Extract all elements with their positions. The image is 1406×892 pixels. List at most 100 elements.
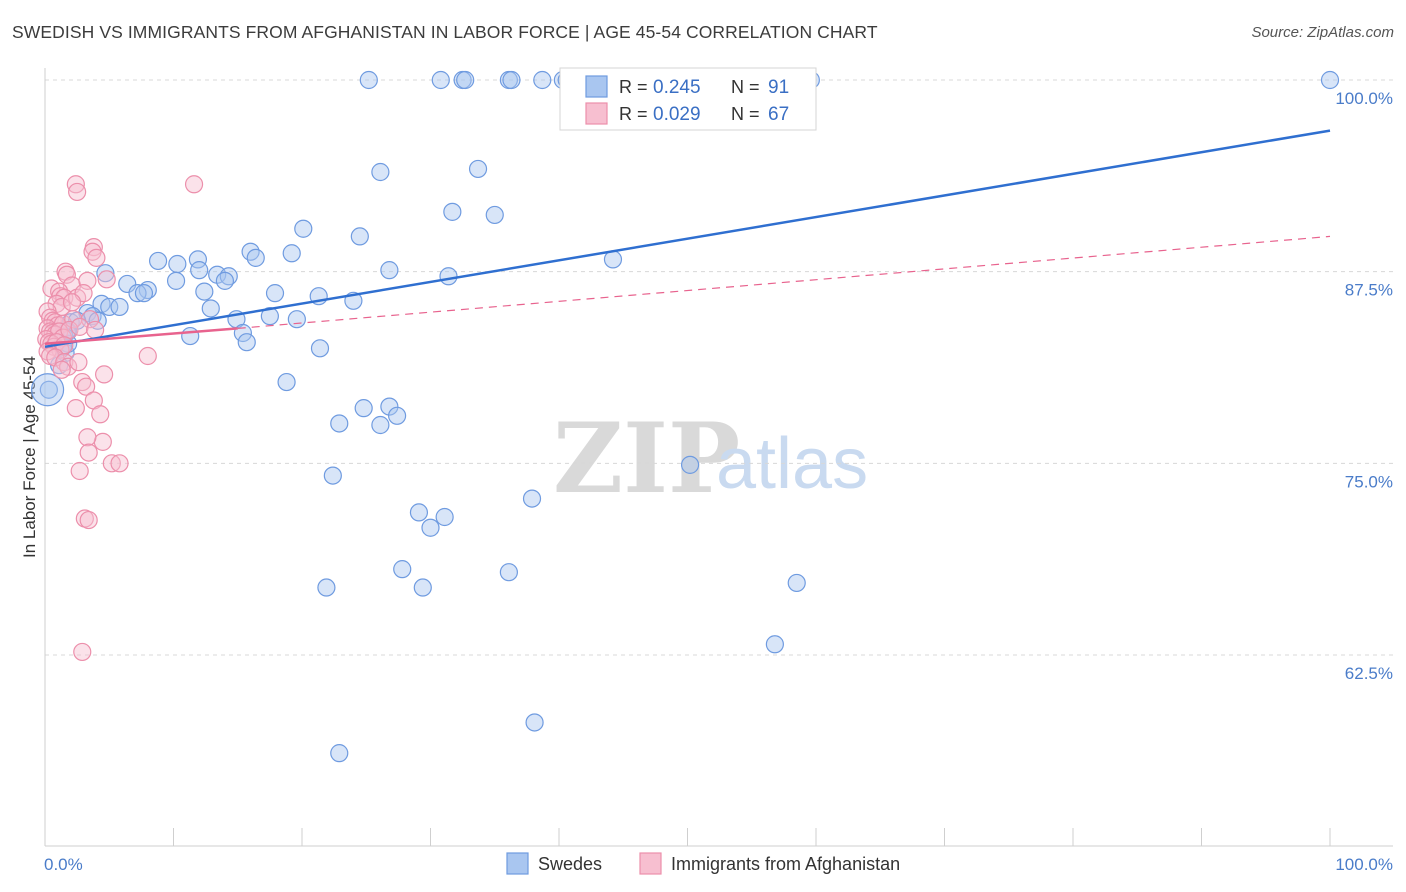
legend-swatch-afghanistan bbox=[585, 102, 608, 125]
bottom-legend-swatch-afghanistan bbox=[639, 852, 662, 875]
data-point bbox=[350, 227, 369, 246]
data-point bbox=[525, 713, 544, 732]
trend-line-afghanistan bbox=[44, 327, 238, 345]
trend-line-afghanistan-extension bbox=[237, 235, 1331, 329]
legend-r-value-swedes: 0.245 bbox=[653, 77, 701, 98]
data-point bbox=[66, 399, 85, 418]
data-point bbox=[354, 399, 373, 418]
data-point bbox=[294, 219, 313, 238]
data-point bbox=[1320, 70, 1340, 90]
data-point bbox=[166, 271, 186, 290]
data-point bbox=[522, 489, 542, 508]
data-point bbox=[330, 744, 349, 763]
data-point bbox=[246, 248, 265, 267]
data-point bbox=[78, 428, 97, 447]
data-point bbox=[323, 466, 342, 485]
data-point bbox=[70, 317, 89, 336]
data-point bbox=[277, 372, 296, 392]
data-point bbox=[287, 310, 306, 329]
bottom-legend-swatch-swedes bbox=[506, 852, 529, 875]
data-point bbox=[39, 380, 58, 399]
gridlines bbox=[45, 79, 1393, 656]
data-point bbox=[468, 159, 488, 179]
trend-lines bbox=[44, 129, 1331, 349]
watermark-zip: ZIP bbox=[553, 402, 740, 515]
data-point bbox=[190, 261, 209, 280]
data-point bbox=[380, 261, 399, 280]
data-point bbox=[79, 443, 98, 462]
data-point bbox=[77, 377, 96, 396]
data-point bbox=[393, 560, 412, 579]
data-point bbox=[134, 284, 154, 303]
data-point bbox=[237, 333, 256, 352]
data-point bbox=[62, 293, 82, 312]
data-point bbox=[80, 310, 100, 329]
data-point bbox=[765, 635, 784, 654]
data-point bbox=[68, 182, 87, 202]
legend-r-label-swedes: R = bbox=[619, 77, 648, 97]
legend-box: R = 0.245 N = 91 R = 0.029 N = 67 bbox=[559, 67, 817, 131]
bottom-legend-label-afghanistan: Immigrants from Afghanistan bbox=[671, 854, 900, 874]
data-point bbox=[215, 271, 234, 290]
data-point bbox=[95, 365, 114, 384]
data-point bbox=[79, 510, 98, 530]
data-point bbox=[69, 353, 88, 372]
data-point bbox=[168, 254, 187, 274]
legend-n-value-swedes: 91 bbox=[768, 77, 789, 98]
data-point bbox=[380, 397, 399, 416]
chart-title: SWEDISH VS IMMIGRANTS FROM AFGHANISTAN I… bbox=[12, 22, 878, 42]
legend-n-value-afghanistan: 67 bbox=[768, 104, 789, 125]
data-point bbox=[181, 326, 200, 346]
data-point bbox=[485, 205, 504, 225]
data-point bbox=[680, 455, 700, 474]
data-point bbox=[409, 503, 429, 522]
data-point bbox=[110, 297, 129, 317]
data-point bbox=[310, 339, 330, 358]
data-point bbox=[52, 360, 71, 379]
data-point bbox=[533, 70, 552, 90]
bottom-legend-label-swedes: Swedes bbox=[538, 854, 602, 874]
data-point bbox=[439, 267, 458, 286]
data-point bbox=[443, 202, 462, 221]
data-point bbox=[456, 70, 475, 90]
data-point bbox=[330, 414, 349, 433]
data-point bbox=[96, 264, 115, 283]
data-point bbox=[138, 346, 157, 366]
x-ticks bbox=[44, 828, 1331, 846]
data-point bbox=[787, 573, 806, 593]
data-point bbox=[195, 282, 214, 301]
data-point bbox=[184, 175, 204, 194]
source-credit: Source: ZipAtlas.com bbox=[1251, 24, 1394, 41]
data-point bbox=[93, 432, 112, 451]
data-point bbox=[148, 251, 168, 271]
series-afghanistan-points bbox=[37, 175, 204, 662]
y-axis-label: In Labor Force | Age 45-54 bbox=[20, 356, 39, 558]
data-point bbox=[265, 284, 285, 303]
y-tick-label: 62.5% bbox=[1345, 664, 1393, 683]
legend-n-label-swedes: N = bbox=[731, 77, 760, 97]
data-point bbox=[413, 578, 432, 597]
data-point bbox=[421, 518, 440, 537]
y-tick-labels: 62.5% 75.0% 87.5% 100.0% bbox=[1335, 89, 1393, 683]
data-point bbox=[86, 320, 105, 340]
y-tick-label: 75.0% bbox=[1345, 472, 1393, 491]
data-point bbox=[371, 162, 390, 182]
x-tick-label-max: 100.0% bbox=[1335, 855, 1393, 874]
data-point bbox=[66, 175, 85, 194]
data-point bbox=[100, 297, 119, 317]
data-point bbox=[128, 284, 147, 303]
data-point bbox=[359, 70, 378, 90]
bottom-legend: Swedes Immigrants from Afghanistan bbox=[506, 852, 900, 875]
data-point bbox=[97, 270, 116, 289]
data-point bbox=[110, 454, 129, 473]
watermark: ZIP atlas bbox=[553, 402, 868, 515]
data-point bbox=[70, 461, 89, 481]
data-point bbox=[282, 244, 301, 263]
watermark-atlas: atlas bbox=[716, 424, 868, 504]
data-point bbox=[102, 454, 121, 473]
legend-r-label-afghanistan: R = bbox=[619, 104, 648, 124]
data-point bbox=[431, 70, 450, 90]
legend-n-label-afghanistan: N = bbox=[731, 104, 760, 124]
data-point bbox=[371, 415, 390, 435]
data-point bbox=[57, 265, 76, 284]
